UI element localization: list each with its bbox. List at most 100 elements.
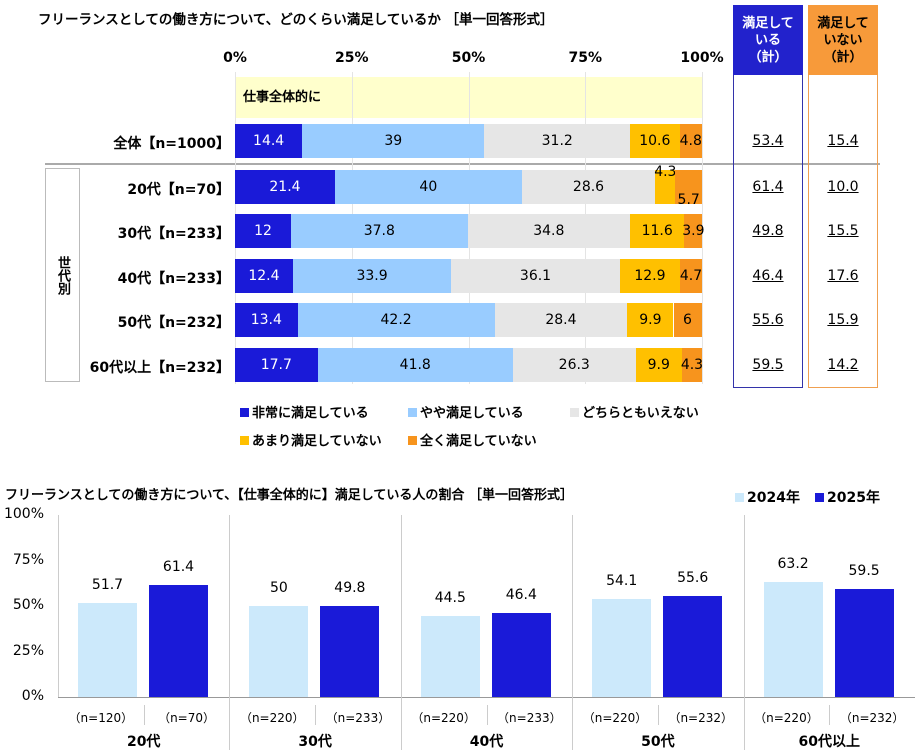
y-tick-label: 0% — [21, 688, 44, 704]
data-label: 63.2 — [777, 555, 809, 572]
bar-segment: 37.8 — [291, 214, 468, 248]
legend-item: 非常に満足している — [240, 402, 369, 421]
data-label: 49.8 — [334, 580, 366, 597]
bar-segment: 13.4 — [235, 303, 298, 337]
header-line: いない — [823, 32, 863, 48]
satisfied-total: 49.8 — [752, 223, 784, 239]
group-divider — [572, 515, 574, 750]
n-divider — [829, 705, 831, 725]
bar-segment: 21.4 — [235, 170, 335, 204]
group-label: 60代以上 — [798, 734, 861, 750]
satisfied-header: 満足して いる （計） — [733, 5, 803, 75]
legend-label: やや満足している — [420, 406, 524, 421]
bar-segment: 4.8 — [679, 124, 702, 158]
data-label: 9.9 — [647, 357, 670, 373]
category-label: 30代【n=233】 — [117, 226, 230, 242]
header-line: （計） — [748, 49, 788, 65]
data-label: 55.6 — [677, 569, 709, 586]
data-label: 41.8 — [399, 357, 431, 373]
data-label: 54.1 — [606, 572, 638, 589]
bar — [592, 598, 652, 697]
bar-segment: 17.7 — [235, 348, 318, 382]
unsatisfied-total: 15.4 — [827, 133, 859, 149]
legend-item: やや満足している — [408, 402, 524, 421]
satisfied-total: 53.4 — [752, 133, 784, 149]
y-tick-label: 50% — [12, 597, 44, 613]
bar — [763, 581, 823, 697]
data-label: 50 — [269, 580, 288, 596]
group-divider — [743, 515, 745, 750]
data-label: 40 — [419, 179, 438, 195]
n-label: （n=232） — [839, 711, 905, 725]
data-label: 17.7 — [260, 357, 292, 373]
data-label: 37.8 — [363, 223, 395, 239]
data-label: 4.3 — [654, 164, 677, 180]
data-label: 6 — [683, 312, 692, 328]
n-label: （n=220） — [411, 711, 476, 725]
bar-segment: 5.7 — [675, 170, 702, 208]
bar-segment: 12.9 — [619, 259, 681, 293]
legend-label: 非常に満足している — [252, 406, 369, 421]
bar-segment: 28.4 — [494, 303, 628, 337]
legend-label: あまり満足していない — [252, 434, 382, 449]
data-label: 46.4 — [505, 586, 537, 603]
group-label: 40代 — [469, 734, 504, 750]
group-divider — [229, 515, 231, 750]
x-tick-label: 50% — [451, 50, 486, 66]
satisfied-total: 59.5 — [752, 357, 784, 373]
data-label: 39 — [384, 133, 403, 149]
legend-swatch — [815, 493, 824, 502]
data-label: 14.4 — [253, 133, 285, 149]
n-label: （n=233） — [497, 711, 562, 725]
data-label: 3.9 — [682, 223, 705, 239]
category-label: 40代【n=233】 — [117, 271, 230, 287]
legend-swatch — [408, 436, 417, 445]
n-label: （n=70） — [158, 711, 215, 725]
data-label: 4.7 — [679, 268, 703, 284]
legend-swatch — [570, 408, 579, 417]
bar-segment: 10.6 — [630, 124, 680, 158]
x-axis — [58, 697, 915, 698]
data-label: 44.5 — [434, 590, 466, 606]
group-label: 50代 — [641, 734, 675, 750]
bar-segment: 4.7 — [680, 259, 702, 293]
data-label: 13.4 — [250, 312, 282, 328]
data-label: 28.4 — [545, 312, 577, 328]
bar-segment: 31.2 — [484, 124, 631, 158]
bar — [663, 595, 723, 697]
bar — [78, 602, 137, 697]
bar-segment: 4.3 — [680, 348, 704, 382]
legend-label: 全く満足していない — [420, 434, 537, 449]
bar — [491, 612, 551, 697]
data-label: 28.6 — [572, 179, 605, 195]
bar-segment: 11.6 — [630, 214, 685, 248]
legend-label: 2025年 — [827, 490, 880, 506]
bar-segment: 33.9 — [292, 259, 452, 293]
group-label: 20代 — [126, 734, 161, 750]
n-label: （n=232） — [668, 711, 734, 725]
bar-segment: 14.4 — [235, 124, 303, 158]
bar-segment: 3.9 — [682, 214, 705, 248]
data-label: 33.9 — [356, 268, 388, 284]
category-label: 50代【n=232】 — [117, 315, 230, 331]
data-label: 5.7 — [677, 192, 700, 208]
data-label: 42.2 — [380, 312, 412, 328]
legend-item: 全く満足していない — [408, 430, 537, 449]
data-label: 4.3 — [680, 357, 704, 373]
header-line: 満足して — [817, 15, 869, 31]
separator — [45, 163, 880, 165]
satisfied-total: 55.6 — [752, 312, 784, 328]
unsatisfied-total: 17.6 — [827, 268, 859, 284]
bar-segment: 39 — [302, 124, 485, 158]
bar-segment: 42.2 — [297, 303, 495, 337]
data-label: 10.6 — [639, 133, 671, 149]
bar-segment: 28.6 — [521, 170, 656, 204]
bar-segment: 4.3 — [654, 164, 676, 204]
x-tick-label: 75% — [568, 50, 602, 66]
legend-item: あまり満足していない — [240, 430, 382, 449]
bar-segment: 40 — [334, 170, 522, 204]
satisfied-total: 61.4 — [752, 179, 784, 195]
y-tick-label: 75% — [12, 551, 44, 568]
x-tick-label: 25% — [334, 50, 369, 66]
y-tick-label: 25% — [12, 642, 44, 659]
